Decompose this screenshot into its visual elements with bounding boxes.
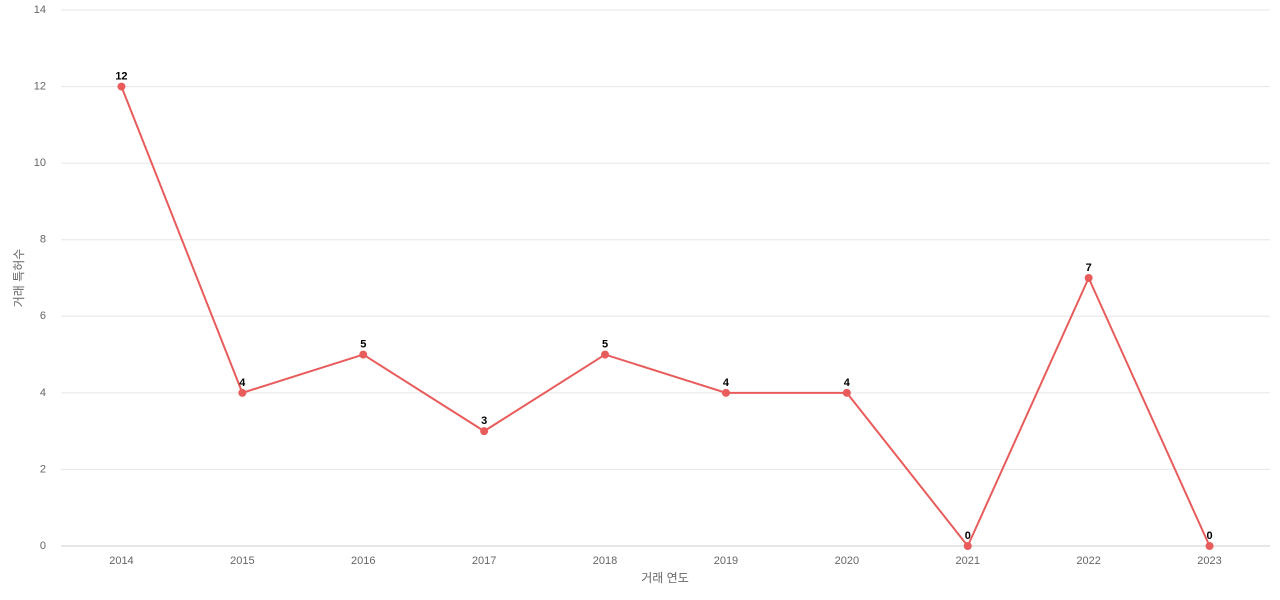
data-label: 5: [602, 338, 608, 350]
x-tick-label: 2022: [1076, 555, 1100, 567]
x-tick-label: 2023: [1197, 555, 1221, 567]
x-tick-label: 2014: [109, 555, 133, 567]
y-tick-label: 6: [40, 310, 46, 322]
point: [480, 427, 489, 436]
x-tick-label: 2020: [835, 555, 859, 567]
data-label: 5: [360, 338, 366, 350]
x-tick-label: 2018: [593, 555, 617, 567]
point: [842, 388, 851, 397]
data-label: 0: [1206, 530, 1212, 542]
point: [721, 388, 730, 397]
point: [359, 350, 368, 359]
y-tick-label: 0: [40, 540, 46, 552]
point: [601, 350, 610, 359]
x-tick-label: 2017: [472, 555, 496, 567]
x-tick-label: 2016: [351, 555, 375, 567]
x-tick-label: 2019: [714, 555, 738, 567]
x-tick-label: 2015: [230, 555, 254, 567]
y-tick-label: 12: [34, 80, 46, 92]
data-label: 4: [844, 377, 851, 389]
y-tick-label: 10: [34, 157, 46, 169]
y-tick-label: 2: [40, 463, 46, 475]
y-axis-title: 거래 특허수: [12, 249, 26, 308]
point: [1205, 542, 1214, 550]
data-label: 4: [239, 377, 246, 389]
data-label: 12: [115, 70, 127, 82]
data-label: 3: [481, 415, 487, 427]
point: [238, 388, 247, 397]
y-tick-label: 4: [40, 387, 46, 399]
data-label: 4: [723, 377, 730, 389]
y-tick-label: 8: [40, 234, 46, 246]
x-tick-label: 2021: [956, 555, 980, 567]
data-label: 0: [965, 530, 971, 542]
x-axis-title: 거래 연도: [641, 571, 689, 585]
line: [120, 86, 1211, 548]
y-tick-label: 14: [34, 4, 46, 16]
point: [963, 542, 972, 550]
data-label: 7: [1086, 262, 1092, 274]
point: [1084, 274, 1093, 282]
point: [117, 82, 126, 91]
